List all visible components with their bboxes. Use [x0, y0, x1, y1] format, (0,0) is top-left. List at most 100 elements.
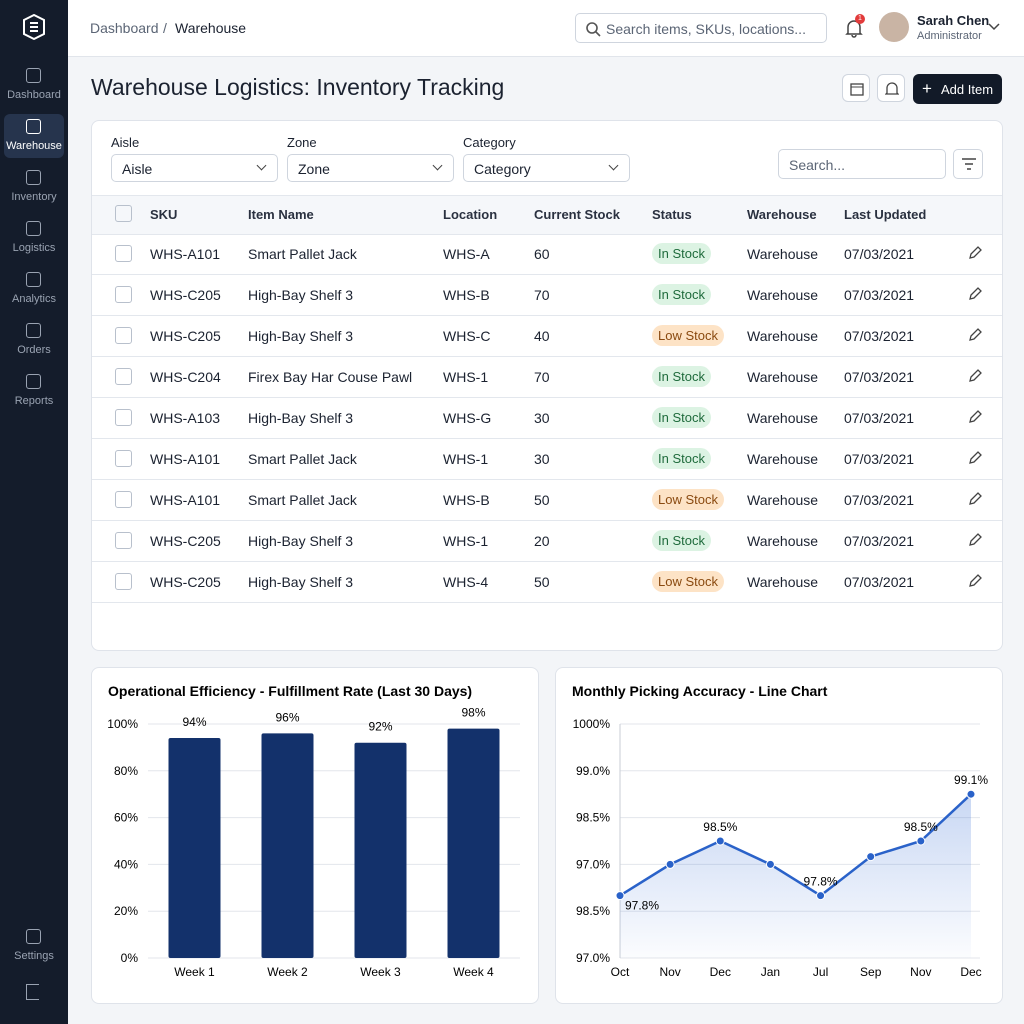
nav-icon [26, 272, 41, 287]
user-menu-caret[interactable] [988, 22, 1000, 32]
table-cell: Warehouse [747, 328, 819, 344]
table-cell: 40 [534, 328, 550, 344]
nav-item[interactable]: Reports [4, 369, 64, 413]
table-cell: WHS-C204 [150, 369, 221, 385]
nav-label: Settings [14, 950, 54, 962]
status-pill: Low Stock [652, 489, 724, 510]
table-search[interactable]: Search... [778, 149, 946, 179]
select-caret [256, 160, 267, 171]
row-checkbox[interactable] [115, 409, 132, 426]
filter-label: Zone [287, 135, 317, 150]
add-item-button[interactable]: + Add Item [913, 74, 1002, 104]
edit-icon [969, 533, 982, 546]
table-cell: Warehouse [747, 451, 819, 467]
edit-icon [969, 369, 982, 382]
table-cell: 07/03/2021 [844, 492, 915, 508]
row-checkbox[interactable] [115, 286, 132, 303]
row-checkbox[interactable] [115, 573, 132, 590]
edit-icon [969, 328, 982, 341]
table-cell: WHS-1 [443, 451, 489, 467]
column-header[interactable]: Last Updated [844, 207, 927, 222]
nav-label: Logistics [12, 242, 56, 254]
alert-button[interactable] [877, 74, 905, 102]
global-search[interactable]: Search items, SKUs, locations... [575, 13, 827, 43]
nav-item[interactable]: Settings [4, 924, 64, 968]
nav-icon [26, 68, 41, 83]
nav-item[interactable]: Analytics [4, 267, 64, 311]
edit-button[interactable] [968, 574, 982, 588]
nav-label: Orders [17, 344, 51, 356]
breadcrumb-separator: / [163, 20, 167, 36]
row-checkbox[interactable] [115, 532, 132, 549]
edit-button[interactable] [968, 492, 982, 506]
nav-item[interactable]: Orders [4, 318, 64, 362]
table-cell: 07/03/2021 [844, 451, 915, 467]
top-bar: Dashboard / Warehouse Search items, SKUs… [68, 0, 1024, 57]
logout-icon[interactable] [26, 984, 39, 1000]
edit-button[interactable] [968, 533, 982, 547]
bell-icon [885, 82, 899, 95]
filter-value: Category [474, 161, 531, 177]
nav-item[interactable]: Dashboard [4, 63, 64, 107]
nav-icon [26, 221, 41, 236]
nav-icon [26, 119, 41, 134]
status-pill: In Stock [652, 530, 711, 551]
nav-label: Warehouse [6, 140, 62, 152]
table-cell: 20 [534, 533, 550, 549]
table-cell: 70 [534, 369, 550, 385]
status-pill: In Stock [652, 407, 711, 428]
nav-item[interactable]: Inventory [4, 165, 64, 209]
table-cell: Warehouse [747, 287, 819, 303]
edit-icon [969, 574, 982, 587]
calendar-icon [850, 83, 864, 96]
column-header[interactable]: SKU [150, 207, 178, 222]
table-header [92, 195, 1002, 235]
column-header[interactable]: Current Stock [534, 207, 620, 222]
edit-button[interactable] [968, 410, 982, 424]
filter-select[interactable]: Category [463, 154, 630, 182]
nav-item[interactable]: Warehouse [4, 114, 64, 158]
edit-button[interactable] [968, 246, 982, 260]
edit-button[interactable] [968, 369, 982, 383]
column-header[interactable]: Location [443, 207, 498, 222]
column-header[interactable]: Status [652, 207, 692, 222]
inventory-card: Search... Aisle Aisle Zone Zone Category Cate… [91, 120, 1003, 651]
user-role: Administrator [917, 30, 982, 42]
table-cell: WHS-C205 [150, 287, 221, 303]
table-cell: 07/03/2021 [844, 574, 915, 590]
edit-icon [969, 492, 982, 505]
nav-icon [26, 323, 41, 338]
nav-item[interactable]: Logistics [4, 216, 64, 260]
table-cell: WHS-C205 [150, 533, 221, 549]
add-item-label: Add Item [941, 82, 994, 97]
row-checkbox[interactable] [115, 327, 132, 344]
filter-label: Aisle [111, 135, 140, 150]
table-cell: High-Bay Shelf 3 [248, 287, 354, 303]
edit-button[interactable] [968, 287, 982, 301]
table-cell: 07/03/2021 [844, 287, 915, 303]
row-checkbox[interactable] [115, 368, 132, 385]
table-row [92, 438, 1002, 480]
nav-label: Reports [14, 395, 54, 407]
row-checkbox[interactable] [115, 450, 132, 467]
column-header[interactable]: Item Name [248, 207, 314, 222]
row-checkbox[interactable] [115, 491, 132, 508]
breadcrumb-item[interactable]: Dashboard [90, 20, 159, 36]
column-header[interactable]: Warehouse [747, 207, 817, 222]
table-cell: 07/03/2021 [844, 369, 915, 385]
status-pill: In Stock [652, 243, 711, 264]
edit-icon [969, 451, 982, 464]
filter-select[interactable]: Aisle [111, 154, 278, 182]
filter-select[interactable]: Zone [287, 154, 454, 182]
row-checkbox[interactable] [115, 205, 132, 222]
table-cell: 50 [534, 574, 550, 590]
row-checkbox[interactable] [115, 245, 132, 262]
table-cell: 30 [534, 451, 550, 467]
edit-button[interactable] [968, 328, 982, 342]
table-cell: WHS-A101 [150, 492, 221, 508]
table-cell: Warehouse [747, 492, 819, 508]
avatar[interactable] [879, 12, 909, 42]
edit-button[interactable] [968, 451, 982, 465]
calendar-button[interactable] [842, 74, 870, 102]
filter-button[interactable] [953, 149, 983, 179]
